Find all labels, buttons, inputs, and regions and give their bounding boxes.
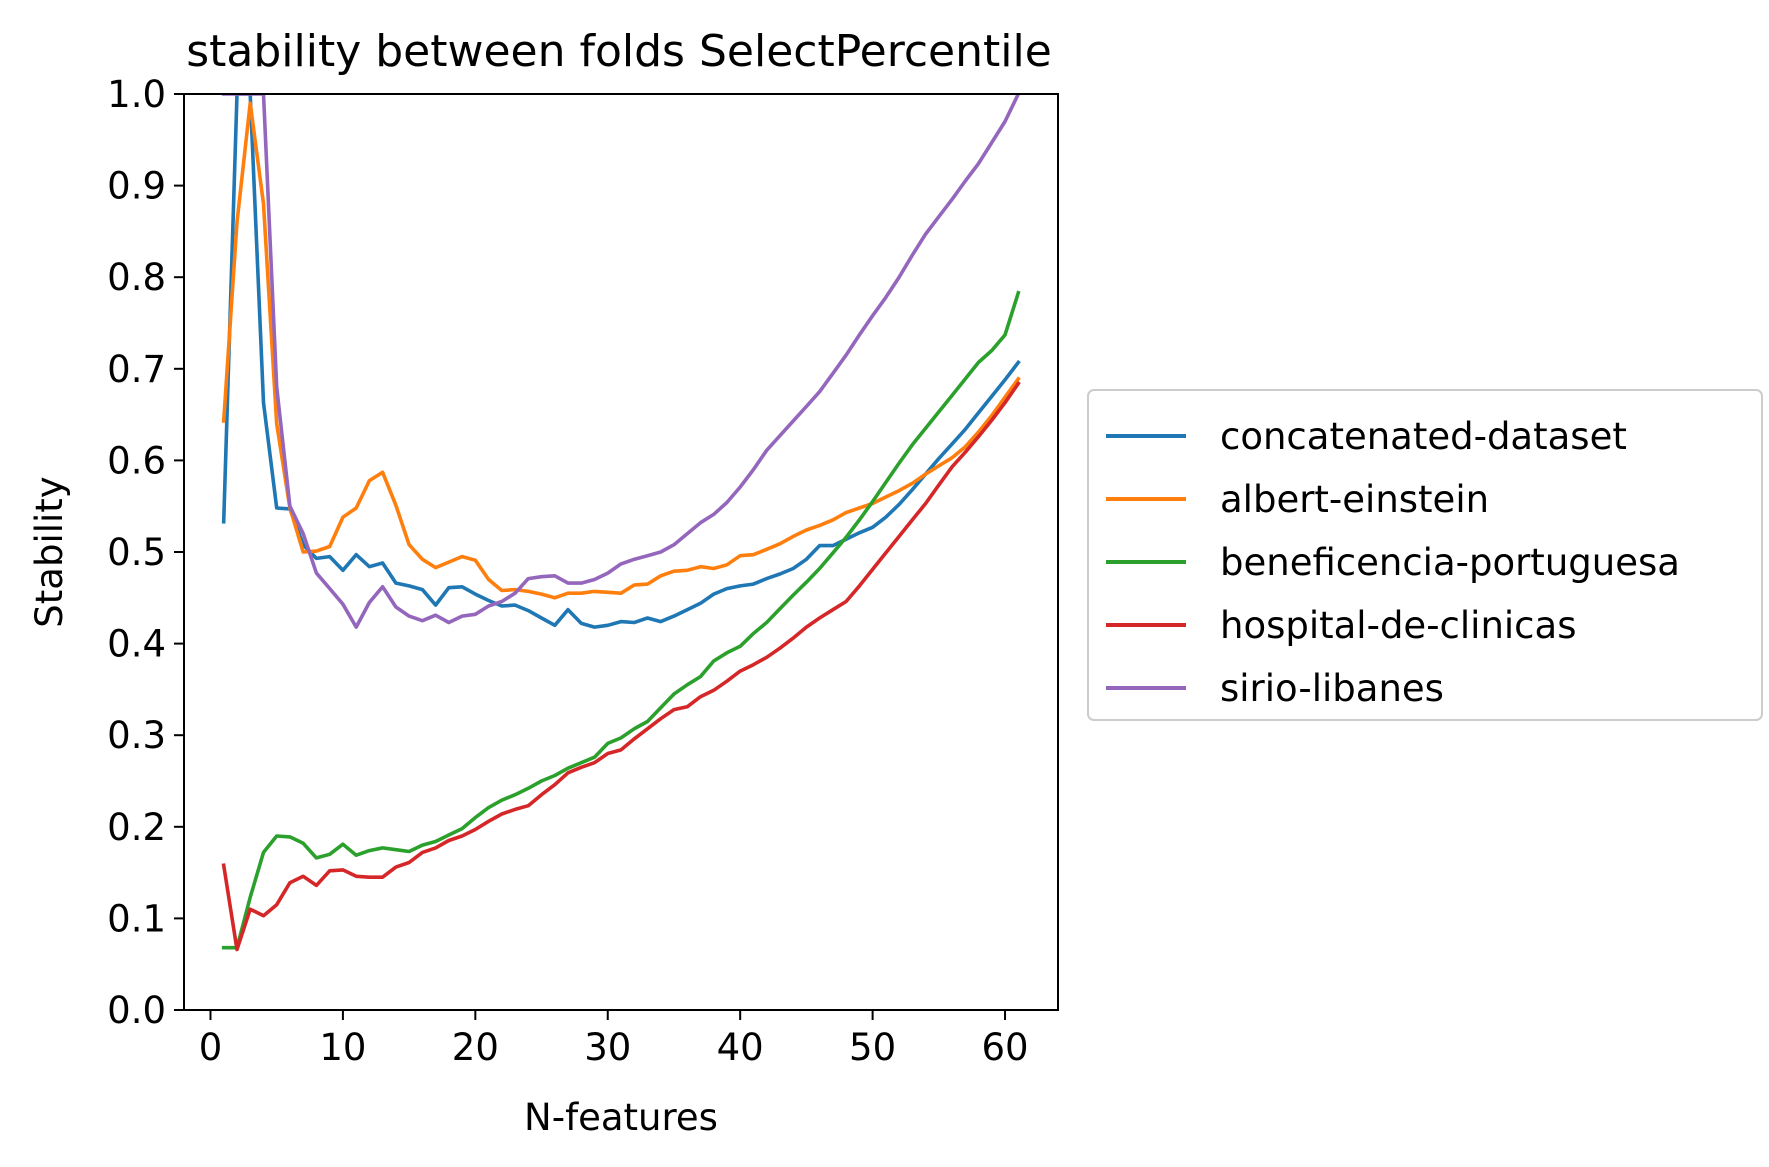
legend-label-hospital-de-clinicas: hospital-de-clinicas bbox=[1220, 604, 1576, 647]
y-tick-label: 1.0 bbox=[107, 73, 166, 116]
y-tick-label: 0.8 bbox=[107, 256, 166, 299]
legend-label-albert-einstein: albert-einstein bbox=[1220, 478, 1489, 521]
legend-box bbox=[1087, 389, 1763, 721]
x-tick-label: 10 bbox=[319, 1026, 366, 1069]
y-tick-label: 0.2 bbox=[107, 806, 166, 849]
y-tick-label: 0.4 bbox=[107, 623, 166, 666]
y-tick-label: 0.7 bbox=[107, 348, 166, 391]
x-axis-label: N-features bbox=[524, 1096, 718, 1139]
chart-title: stability between folds SelectPercentile bbox=[186, 26, 1052, 77]
x-tick-label: 40 bbox=[717, 1026, 764, 1069]
x-tick-label: 20 bbox=[452, 1026, 499, 1069]
series-line-albert-einstein bbox=[221, 101, 1021, 600]
y-tick-label: 0.3 bbox=[107, 714, 166, 757]
legend-label-sirio-libanes: sirio-libanes bbox=[1220, 667, 1444, 710]
series-line-hospital-de-clinicas bbox=[221, 380, 1021, 952]
y-tick-label: 0.1 bbox=[107, 897, 166, 940]
series-line-concatenated-dataset bbox=[221, 93, 1021, 629]
y-axis-label: Stability bbox=[28, 476, 71, 627]
legend: concatenated-dataset albert-einstein benef… bbox=[1087, 389, 1763, 721]
x-tick-label: 50 bbox=[849, 1026, 896, 1069]
series-layer bbox=[221, 93, 1021, 952]
series-line-sirio-libanes bbox=[221, 93, 1021, 629]
series-line-beneficencia-portuguesa bbox=[221, 290, 1021, 950]
y-tick-label: 0.9 bbox=[107, 165, 166, 208]
y-tick-label: 0.6 bbox=[107, 439, 166, 482]
y-tick-label: 0.5 bbox=[107, 531, 166, 574]
legend-label-beneficencia-portuguesa: beneficencia-portuguesa bbox=[1220, 541, 1680, 584]
x-tick-label: 0 bbox=[199, 1026, 223, 1069]
x-tick-label: 30 bbox=[584, 1026, 631, 1069]
axes-layer: 0 10 20 30 40 50 60 0.0 0.1 0.2 0.3 0.4 0.5 0.6 0.7 0.8… bbox=[107, 73, 1059, 1069]
x-tick-label: 60 bbox=[981, 1026, 1028, 1069]
y-tick-label: 0.0 bbox=[107, 989, 166, 1032]
legend-label-concatenated-dataset: concatenated-dataset bbox=[1220, 415, 1627, 458]
